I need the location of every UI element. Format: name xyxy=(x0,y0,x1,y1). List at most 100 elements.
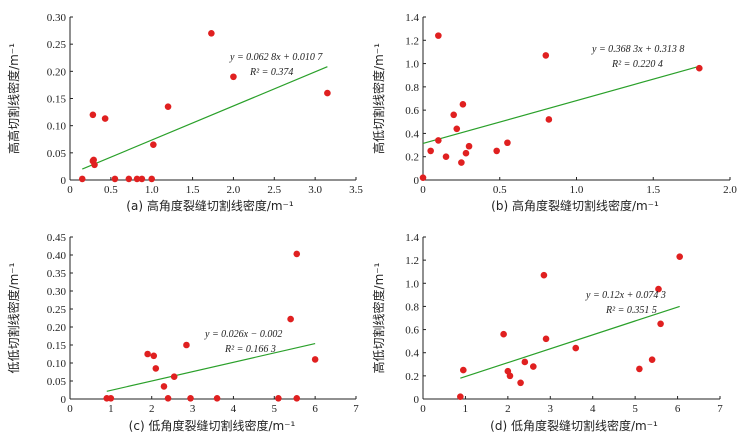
x-tick-label: 6 xyxy=(675,403,681,415)
data-point xyxy=(696,64,703,72)
data-point xyxy=(213,394,221,402)
y-tick-label: 0.30 xyxy=(47,286,67,298)
regression-equation: y = 0.368 3x + 0.313 8 xyxy=(591,44,684,55)
y-axis-label: 高高切割线密度/m⁻¹ xyxy=(6,43,21,154)
r-squared-label: R² = 0.220 4 xyxy=(611,59,663,70)
chart-panel-a: 0 0.5 1.0 1.5 2.0 2.5 3.0 3.5 0 0.05 0.10 0.15 0.20 0… xyxy=(6,12,363,213)
y-tick-label: 0.15 xyxy=(47,94,67,106)
y-tick-label: 0.05 xyxy=(47,148,67,160)
data-point xyxy=(500,330,507,338)
x-tick-label: 2.0 xyxy=(227,184,241,196)
data-point xyxy=(111,175,119,183)
data-point xyxy=(506,372,514,380)
chart-panel-c: 0 1 2 3 4 5 6 7 0 0.05 0.10 0.15 0.20 0.25 0.30 0.35 0.4… xyxy=(6,232,359,433)
y-tick-label: 0.10 xyxy=(47,358,67,370)
x-tick-label: 1 xyxy=(108,403,114,415)
data-point xyxy=(183,341,190,349)
panel-caption: (b) 高角度裂缝切割线密度/m⁻¹ xyxy=(491,198,659,213)
x-tick-label: 2.0 xyxy=(723,184,737,196)
y-tick-label: 0.40 xyxy=(47,250,67,262)
panel-caption: (a) 高角度裂缝切割线密度/m⁻¹ xyxy=(126,198,294,213)
trend-line xyxy=(82,66,328,170)
data-point xyxy=(101,115,109,122)
data-point xyxy=(91,161,98,169)
regression-equation: y = 0.12x + 0.074 3 xyxy=(585,290,666,301)
y-tick-label: 0 xyxy=(414,175,420,187)
data-point xyxy=(138,175,146,183)
regression-equation: y = 0.026x − 0.002 xyxy=(204,329,282,340)
data-point xyxy=(460,366,467,374)
data-point xyxy=(462,149,470,157)
y-tick-label: 0.4 xyxy=(405,128,419,140)
data-point xyxy=(230,73,237,81)
data-point xyxy=(287,315,294,323)
x-tick-label: 0 xyxy=(420,184,426,196)
y-tick-label: 0.6 xyxy=(405,105,419,117)
data-point xyxy=(435,137,442,144)
data-point xyxy=(453,125,461,133)
data-point xyxy=(150,141,157,148)
x-tick-label: 3.0 xyxy=(308,184,322,196)
x-tick-label: 0 xyxy=(420,403,426,415)
data-point xyxy=(655,285,662,293)
x-tick-label: 1.5 xyxy=(646,184,660,196)
y-tick-label: 0.15 xyxy=(47,340,67,352)
data-point xyxy=(89,111,97,119)
x-tick-label: 7 xyxy=(353,403,359,415)
y-tick-label: 0.2 xyxy=(405,152,419,164)
y-tick-label: 0.2 xyxy=(405,371,419,383)
data-point xyxy=(275,394,282,402)
data-point xyxy=(208,30,215,37)
x-tick-label: 3 xyxy=(190,403,196,415)
data-point xyxy=(517,379,524,387)
data-point xyxy=(465,142,473,150)
data-point xyxy=(493,147,500,155)
data-point xyxy=(187,394,194,402)
y-tick-label: 0.20 xyxy=(47,66,67,78)
y-tick-label: 0.8 xyxy=(405,82,419,94)
trend-line xyxy=(460,305,680,379)
panel-caption: (c) 低角度裂缝切割线密度/m⁻¹ xyxy=(129,418,296,433)
r-squared-label: R² = 0.351 5 xyxy=(605,305,657,316)
y-tick-label: 1.2 xyxy=(405,255,419,267)
x-tick-label: 2 xyxy=(149,403,155,415)
panel-caption: (d) 低角度裂缝切割线密度/m⁻¹ xyxy=(490,418,658,433)
x-tick-label: 2.5 xyxy=(267,184,281,196)
x-tick-label: 3.5 xyxy=(349,184,363,196)
data-point xyxy=(545,116,553,123)
chart-panel-d: 0 1 2 3 4 5 6 7 0 0.2 0.4 0.6 0.8 1.0 1.2 1.4 高低切割线密度/m⁻… xyxy=(371,232,723,433)
data-point xyxy=(133,175,141,183)
x-tick-label: 4 xyxy=(590,403,596,415)
data-point xyxy=(125,175,133,183)
data-point xyxy=(148,175,156,183)
x-tick-label: 3 xyxy=(548,403,554,415)
data-point xyxy=(164,394,172,402)
x-tick-label: 1.0 xyxy=(145,184,159,196)
x-tick-label: 0.5 xyxy=(493,184,507,196)
data-point xyxy=(542,52,550,59)
data-point xyxy=(427,147,434,155)
x-tick-label: 7 xyxy=(717,403,723,415)
data-point xyxy=(164,103,172,110)
data-point xyxy=(458,159,465,166)
x-tick-label: 4 xyxy=(231,403,237,415)
y-tick-label: 0.35 xyxy=(47,268,67,280)
x-tick-label: 5 xyxy=(272,403,278,415)
y-tick-label: 0 xyxy=(414,394,420,406)
regression-equation: y = 0.062 8x + 0.010 7 xyxy=(229,52,323,63)
y-tick-label: 0.25 xyxy=(47,304,67,316)
data-point xyxy=(419,174,427,181)
data-point xyxy=(459,101,467,108)
data-point xyxy=(521,358,529,366)
trend-line xyxy=(106,342,316,392)
data-point xyxy=(657,320,664,328)
y-tick-label: 0.25 xyxy=(47,39,67,51)
y-tick-label: 0.45 xyxy=(47,232,67,244)
data-point xyxy=(530,363,537,370)
y-tick-label: 0.05 xyxy=(47,376,67,388)
y-tick-label: 0.30 xyxy=(47,12,67,24)
data-point xyxy=(170,373,178,380)
data-point xyxy=(542,335,550,343)
data-point xyxy=(150,352,158,360)
y-tick-label: 1.0 xyxy=(405,278,419,290)
